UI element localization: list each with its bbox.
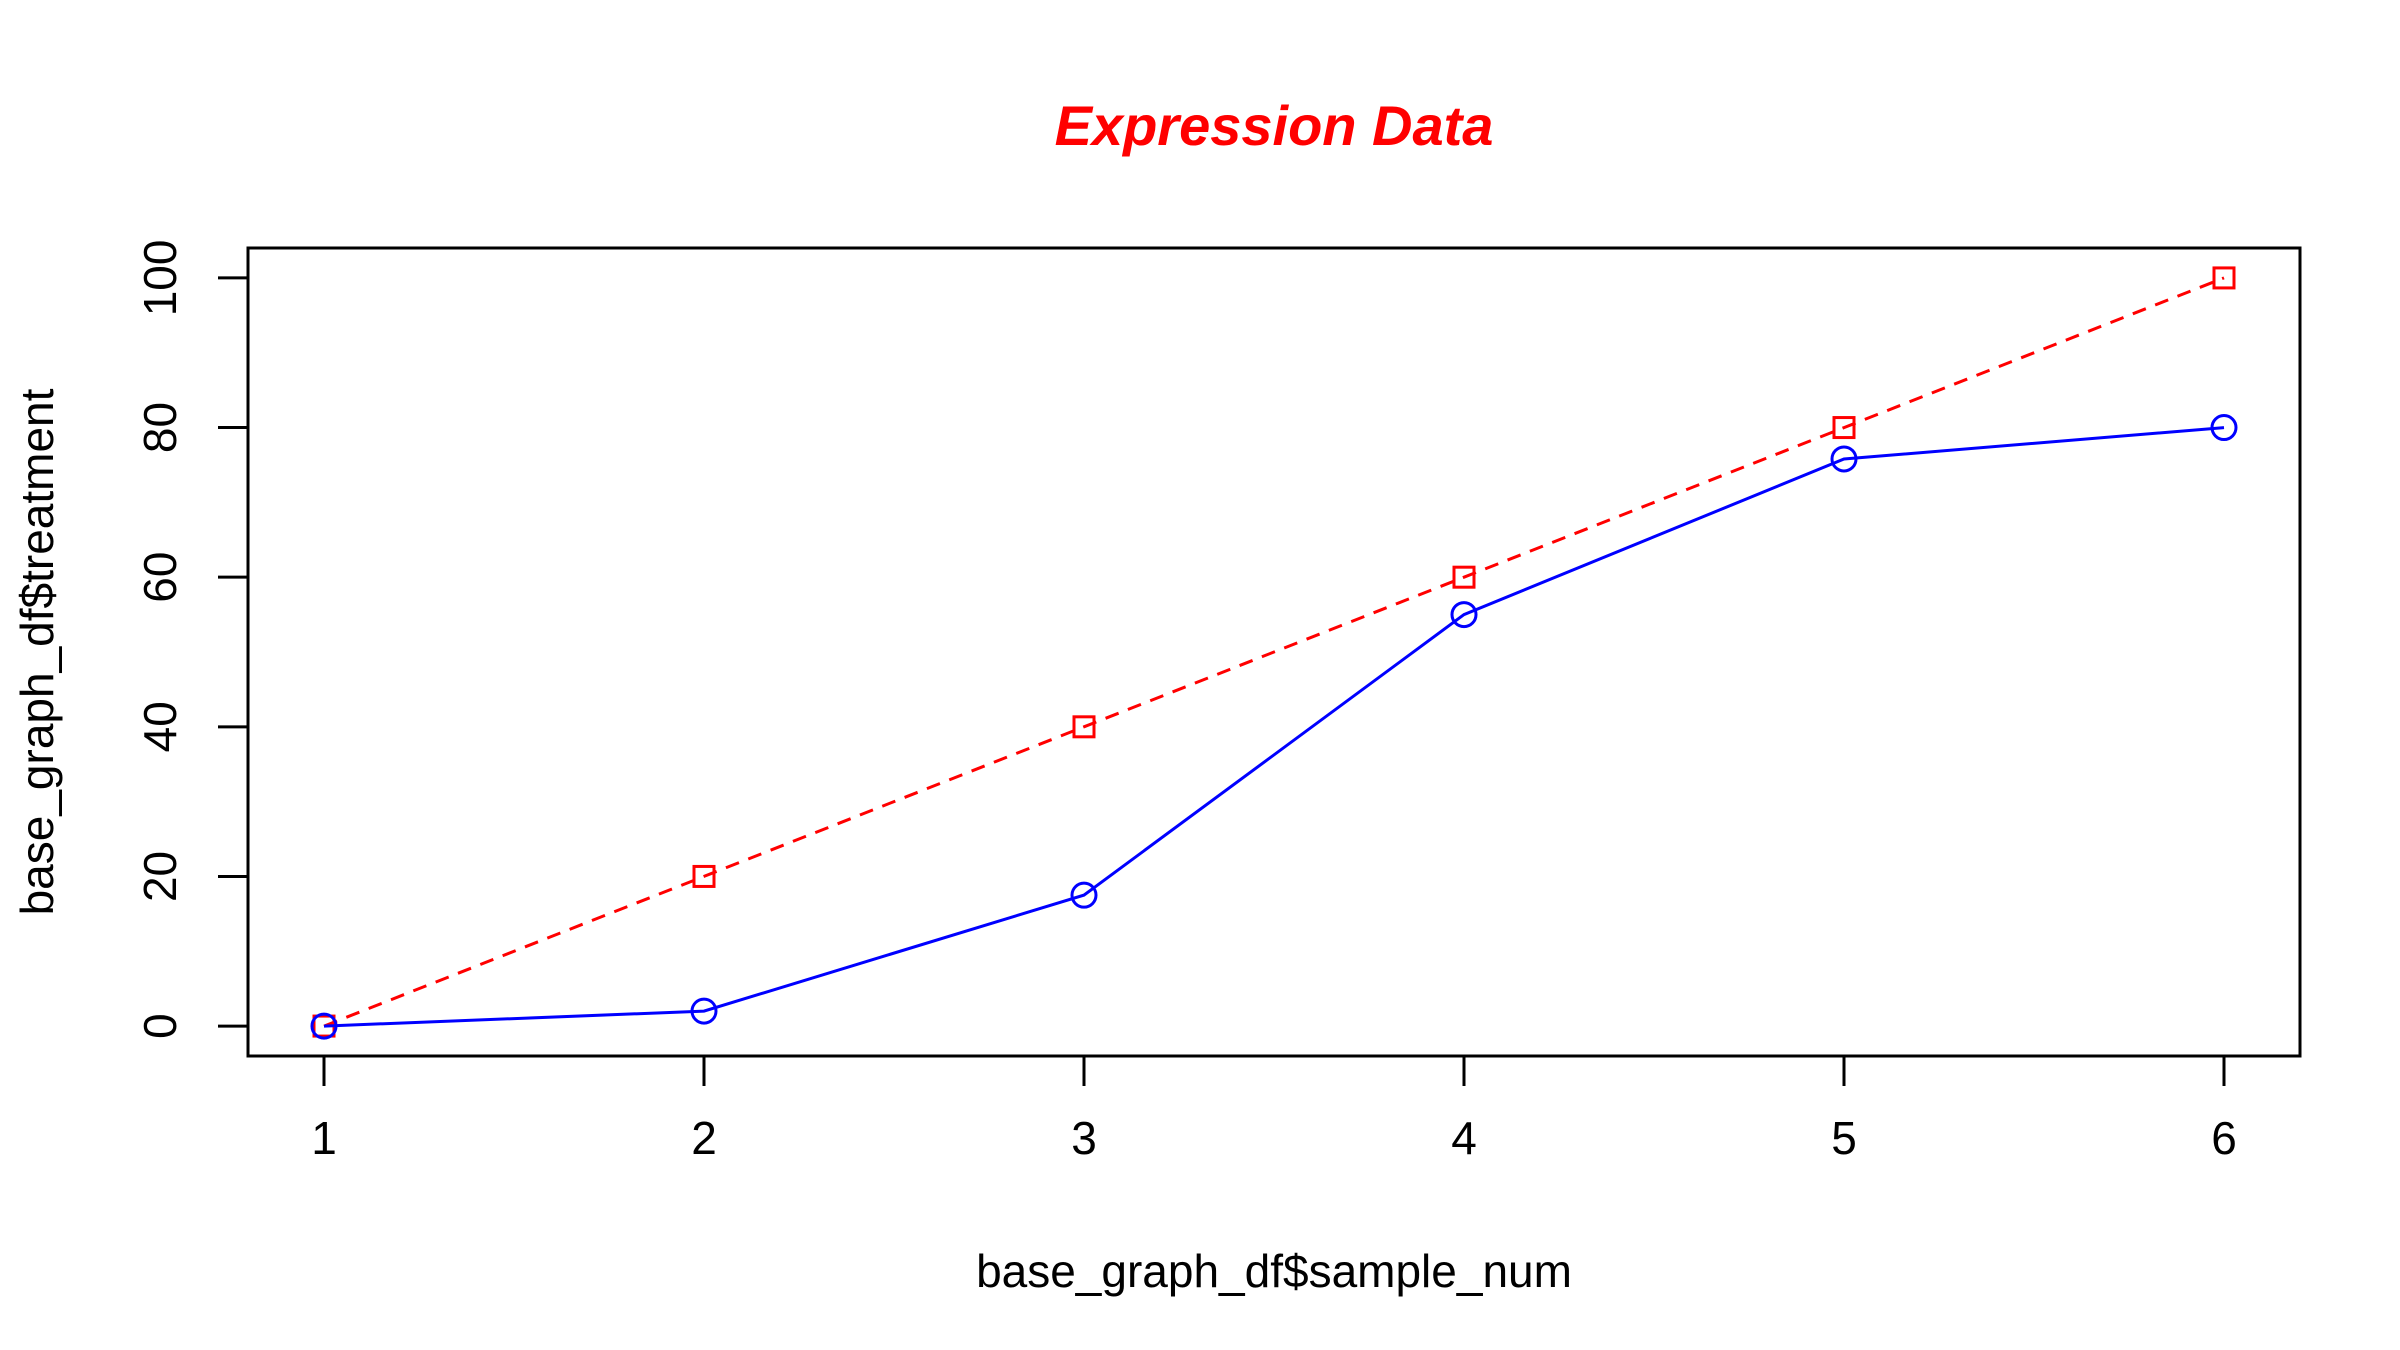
y-axis-title: base_graph_df$treatment <box>11 388 63 915</box>
y-tick-label-1: 0 <box>134 1013 186 1039</box>
red-series-point-3 <box>1072 715 1096 739</box>
red-series-point-6 <box>2212 266 2236 290</box>
x-tick-label-4: 4 <box>1451 1112 1477 1164</box>
chart-title: Expression Data <box>1055 94 1494 157</box>
red-series-point-2 <box>692 864 716 888</box>
y-tick-label-6: 100 <box>134 240 186 317</box>
x-axis-title: base_graph_df$sample_num <box>976 1245 1572 1297</box>
blue-series-point-3 <box>1070 881 1098 909</box>
x-tick-label-5: 5 <box>1831 1112 1857 1164</box>
y-tick-label-2: 20 <box>134 851 186 902</box>
red-series-point-4 <box>1452 565 1476 589</box>
blue-series-point-1 <box>310 1012 338 1040</box>
blue-series-point-5 <box>1830 445 1858 473</box>
red-series-line <box>323 276 2225 1028</box>
blue-series-point-2 <box>690 997 718 1025</box>
plot-frame <box>246 246 2302 1058</box>
blue-series-point-6 <box>2210 414 2238 442</box>
y-tick-label-4: 60 <box>134 552 186 603</box>
blue-series-point-4 <box>1450 601 1478 629</box>
x-tick-label-2: 2 <box>691 1112 717 1164</box>
blue-series-line <box>323 426 2225 1028</box>
red-series-point-5 <box>1832 416 1856 440</box>
y-tick-label-3: 40 <box>134 701 186 752</box>
x-tick-label-3: 3 <box>1071 1112 1097 1164</box>
x-tick-label-6: 6 <box>2211 1112 2237 1164</box>
x-tick-label-1: 1 <box>311 1112 337 1164</box>
y-tick-label-5: 80 <box>134 402 186 453</box>
